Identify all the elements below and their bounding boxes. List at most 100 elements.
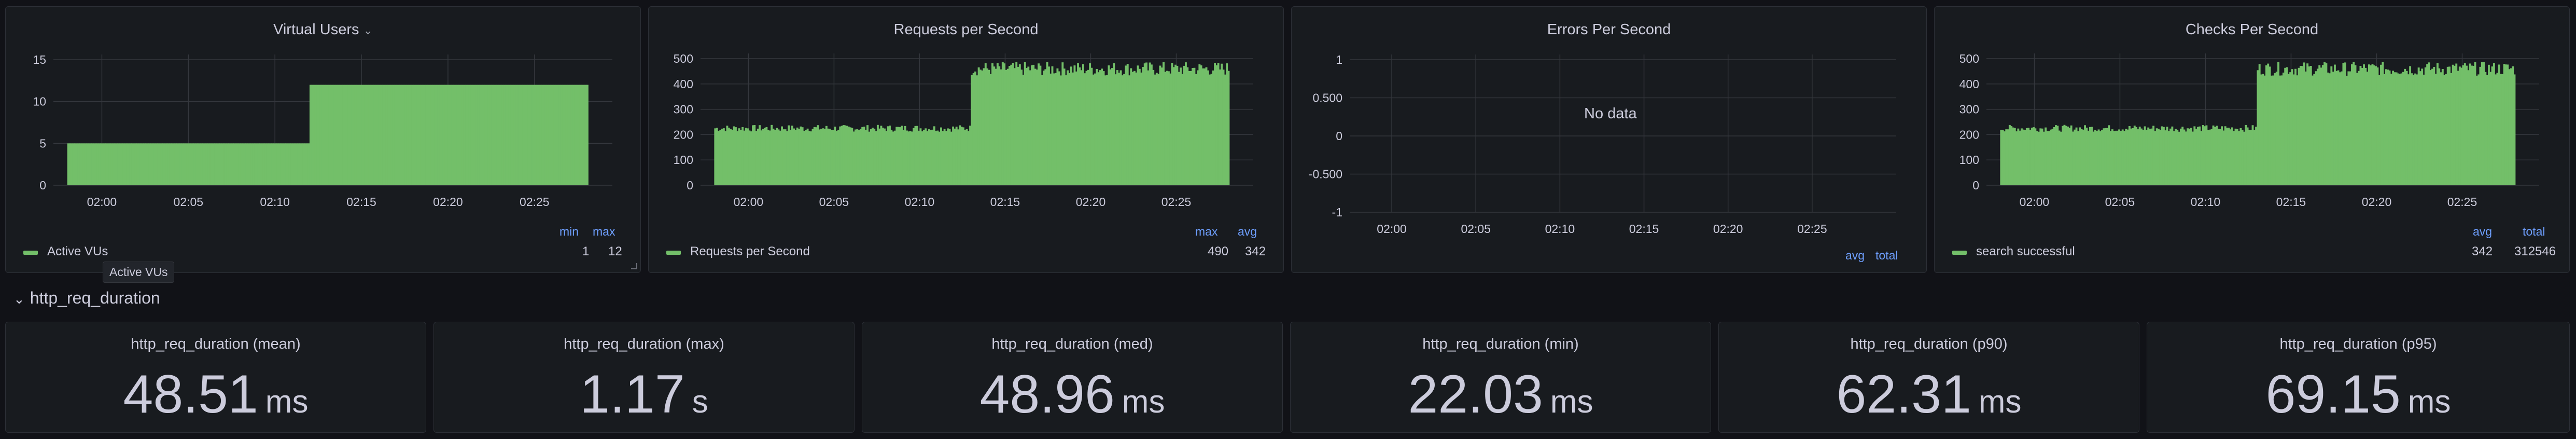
legend-header-max[interactable]: max	[593, 225, 615, 238]
bar	[1193, 67, 1196, 185]
stat-panel-p90[interactable]: http_req_duration (p90) 62.31 ms	[1718, 322, 2139, 433]
legend-value-avg: 342	[1245, 244, 1266, 258]
bar	[356, 85, 358, 185]
bar	[2188, 128, 2191, 185]
stat-title[interactable]: http_req_duration (max)	[564, 336, 724, 352]
legend-header-avg[interactable]: avg	[2473, 225, 2493, 238]
panel-title[interactable]: Errors Per Second	[1547, 21, 1671, 38]
bar	[2356, 73, 2358, 185]
y-tick-label: -1	[1332, 205, 1342, 219]
bar	[479, 85, 481, 185]
bar	[1166, 71, 1168, 185]
bar	[2342, 63, 2345, 185]
bar	[2507, 64, 2509, 185]
bar	[1060, 75, 1062, 185]
bar	[1101, 68, 1103, 185]
legend-header-avg[interactable]: avg	[1238, 225, 1257, 238]
legend-series-label[interactable]: search successful	[1976, 244, 2075, 258]
bar	[1053, 73, 1055, 185]
panel-virtual-users[interactable]: Virtual Users ⌄ 15 10 5 0 02:00 02:05 02:10 02:1…	[5, 6, 641, 273]
bar	[2034, 128, 2037, 185]
legend-series-label[interactable]: Active VUs	[47, 244, 108, 258]
panel-title[interactable]: Virtual Users ⌄	[6, 21, 640, 38]
stat-number: 69.15	[2265, 364, 2401, 424]
bar	[2441, 68, 2444, 185]
bar	[91, 143, 94, 185]
chevron-down-icon[interactable]: ⌄	[13, 291, 25, 307]
legend-header-total[interactable]: total	[1875, 249, 1898, 262]
stat-panel-max[interactable]: http_req_duration (max) 1.17 s	[433, 322, 855, 433]
bar	[2496, 73, 2499, 185]
resize-handle[interactable]	[631, 263, 637, 269]
bar	[401, 85, 403, 185]
legend-header-avg[interactable]: avg	[1845, 249, 1865, 262]
bar	[1152, 70, 1155, 185]
legend-header-min[interactable]: min	[559, 225, 579, 238]
bar	[2504, 64, 2507, 186]
bar	[2289, 72, 2292, 185]
bar	[515, 85, 518, 185]
bar	[416, 85, 419, 185]
bar	[2320, 67, 2322, 185]
stat-title[interactable]: http_req_duration (med)	[991, 336, 1153, 352]
bar	[800, 126, 802, 185]
bar	[311, 85, 314, 185]
bar	[2358, 71, 2360, 185]
bar	[977, 67, 980, 185]
bar	[928, 129, 930, 185]
stat-panel-mean[interactable]: http_req_duration (mean) 48.51 ms	[5, 322, 426, 433]
legend-header-total[interactable]: total	[2523, 225, 2545, 238]
bar	[455, 85, 457, 185]
bar	[2383, 74, 2386, 185]
bar	[960, 127, 963, 185]
stat-panel-p95[interactable]: http_req_duration (p95) 69.15 ms	[2147, 322, 2570, 433]
bar	[781, 126, 783, 185]
bar	[403, 85, 405, 185]
stat-value: 48.96 ms	[862, 364, 1282, 426]
stat-panel-med[interactable]: http_req_duration (med) 48.96 ms	[862, 322, 1283, 433]
legend-header-max[interactable]: max	[1195, 225, 1218, 238]
panel-title[interactable]: Requests per Second	[893, 21, 1039, 38]
bar	[143, 143, 146, 185]
bar	[2021, 128, 2023, 185]
stat-value: 69.15 ms	[2147, 364, 2569, 426]
bar	[562, 85, 565, 185]
legend-series-label[interactable]: Requests per Second	[690, 244, 810, 258]
bar	[335, 85, 338, 185]
chart-requests-per-second: 500 400 300 200 100 0 02:00 02:05 02:10 02:15 02:2…	[674, 52, 1253, 209]
panel-checks-per-second[interactable]: Checks Per Second 500 400 300 200 100 0 02:00 0…	[1934, 6, 2570, 273]
bar	[165, 143, 168, 185]
bar	[280, 143, 283, 185]
panel-requests-per-second[interactable]: Requests per Second 500 400 300 200 100 0 02:0…	[648, 6, 1284, 273]
bar	[996, 63, 999, 185]
bar	[288, 143, 291, 185]
bar	[863, 127, 865, 185]
bar	[1055, 73, 1057, 185]
stat-value: 48.51 ms	[6, 364, 426, 426]
stat-title[interactable]: http_req_duration (min)	[1422, 336, 1579, 352]
stat-title[interactable]: http_req_duration (mean)	[131, 336, 301, 352]
bar	[2229, 129, 2232, 185]
bar	[430, 85, 433, 185]
bar	[2354, 65, 2357, 185]
stat-panel-min[interactable]: http_req_duration (min) 22.03 ms	[1290, 322, 1711, 433]
stat-title[interactable]: http_req_duration (p95)	[2279, 336, 2437, 352]
bar	[190, 143, 192, 185]
bar	[236, 143, 239, 185]
bar	[870, 129, 872, 185]
panel-errors-per-second[interactable]: Errors Per Second 1 0.500 0 -0.500 -1 02:00 02…	[1291, 6, 1927, 273]
bar	[1207, 70, 1209, 185]
bar	[434, 85, 437, 185]
bar	[829, 128, 831, 185]
bar	[2434, 74, 2437, 185]
bar	[309, 85, 312, 185]
chevron-down-icon[interactable]: ⌄	[363, 24, 373, 37]
bar	[901, 126, 903, 185]
stat-title[interactable]: http_req_duration (p90)	[1850, 336, 2008, 352]
bar	[2412, 75, 2415, 185]
bar	[914, 126, 917, 185]
row-header[interactable]: ⌄ http_req_duration	[13, 289, 160, 308]
bar	[1085, 71, 1088, 185]
panel-title[interactable]: Checks Per Second	[2185, 21, 2319, 38]
bar	[245, 143, 248, 185]
